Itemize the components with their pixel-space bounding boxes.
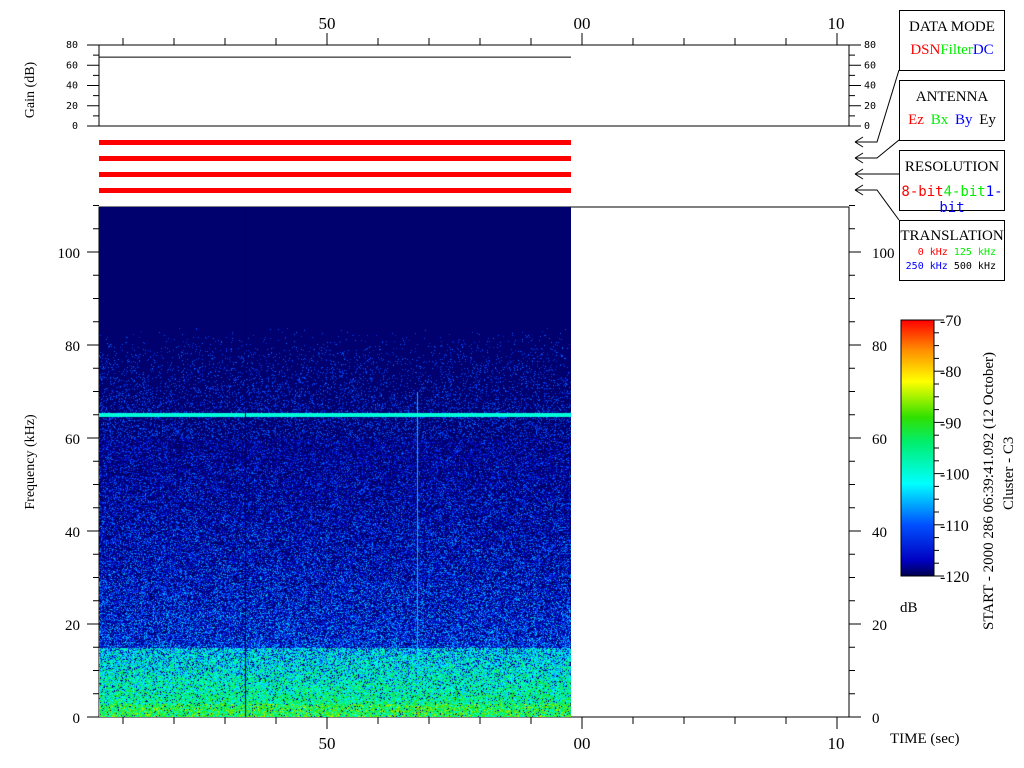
- legend-item: 125 kHz: [953, 247, 996, 258]
- legend-item: 8-bit: [901, 184, 944, 200]
- gain-tick-label: 0: [864, 121, 870, 132]
- legend-title: RESOLUTION: [904, 159, 1000, 175]
- legend-item: DSN: [910, 42, 941, 58]
- legend-title: DATA MODE: [909, 19, 995, 35]
- y-tick-label: 60: [65, 432, 80, 448]
- colorbar-tick-label: -110: [940, 518, 969, 535]
- legend-title: ANTENNA: [915, 89, 989, 105]
- connector-lines: [854, 69, 900, 221]
- gain-tick-label: 80: [66, 40, 78, 51]
- x-tick-label: 00: [574, 734, 591, 753]
- legend-item: 250 kHz: [905, 261, 948, 272]
- legend-item: 4-bit: [943, 184, 986, 200]
- legend-item: Ey: [979, 112, 996, 128]
- y-tick-label: 0: [73, 711, 81, 727]
- y-axis-label: Frequency (kHz): [23, 414, 38, 510]
- gain-tick-label: 80: [864, 40, 876, 51]
- legend-item: Ez: [908, 112, 924, 128]
- legend-item: 500 kHz: [953, 261, 996, 272]
- x-tick-label: 00: [574, 14, 591, 33]
- y-tick-label: 20: [872, 618, 887, 634]
- gain-axis-label: Gain (dB): [23, 61, 38, 118]
- gain-tick-label: 0: [72, 121, 78, 132]
- status-bar: [99, 172, 571, 177]
- y-tick-label: 100: [872, 246, 895, 262]
- gain-panel-frame: [98, 44, 850, 127]
- y-tick-label: 60: [872, 432, 887, 448]
- status-bars: [99, 140, 571, 193]
- legend-translation: TRANSLATION 0 kHz 125 kHz 250 kHz 500 kH…: [899, 220, 1005, 281]
- y-tick-label: 20: [65, 618, 80, 634]
- gain-tick-label: 60: [66, 60, 78, 71]
- gain-tick-label: 40: [66, 81, 78, 92]
- y-tick-label: 80: [872, 339, 887, 355]
- x-tick-label: 50: [319, 734, 336, 753]
- colorbar-tick-label: -120: [940, 569, 969, 586]
- y-tick-label: 0: [872, 711, 880, 727]
- x-tick-label: 50: [319, 14, 336, 33]
- legend-item: 1-bit: [939, 184, 1003, 216]
- x-tick-label: 10: [828, 734, 845, 753]
- legend-item: Bx: [930, 112, 949, 128]
- legend-data-mode: DATA MODE DSNFilterDC: [899, 10, 1005, 71]
- colorbar-tick-label: -100: [940, 467, 969, 484]
- colorbar-label: dB: [900, 600, 918, 616]
- colorbar: [900, 319, 935, 577]
- colorbar-tick-label: -90: [940, 415, 961, 432]
- y-tick-label: 80: [65, 339, 80, 355]
- colorbar-tick-label: -80: [940, 364, 961, 381]
- legend-item: DC: [972, 42, 994, 58]
- status-bar: [99, 140, 571, 145]
- x-tick-label: 10: [828, 14, 845, 33]
- y-tick-label: 40: [65, 525, 80, 541]
- y-tick-label: 40: [872, 525, 887, 541]
- legend-antenna: ANTENNA Ez Bx By Ey: [899, 80, 1005, 141]
- legend-resolution: RESOLUTION 8-bit4-bit1-bit: [899, 150, 1005, 216]
- gain-tick-label: 60: [864, 60, 876, 71]
- status-bar: [99, 156, 571, 161]
- side-title: START - 2000 286 06:39:41.092 (12 Octobe…: [981, 352, 997, 630]
- gain-tick-label: 20: [864, 101, 876, 112]
- legend-item: By: [954, 112, 973, 128]
- legend-title: TRANSLATION: [900, 228, 1004, 244]
- gain-tick-label: 20: [66, 101, 78, 112]
- colorbar-tick-label: -70: [940, 313, 961, 330]
- side-subtitle: Cluster - C3: [1001, 437, 1017, 510]
- legend-item: 0 kHz: [917, 247, 948, 258]
- legend-item: Filter: [940, 42, 973, 58]
- colorbar-ticks: -70 -80 -90 -100 -110 -120: [934, 313, 969, 586]
- gain-tick-label: 40: [864, 81, 876, 92]
- status-bar: [99, 188, 571, 193]
- spectrogram: [99, 207, 571, 717]
- x-axis-label: TIME (sec): [890, 731, 960, 747]
- y-tick-label: 100: [58, 246, 81, 262]
